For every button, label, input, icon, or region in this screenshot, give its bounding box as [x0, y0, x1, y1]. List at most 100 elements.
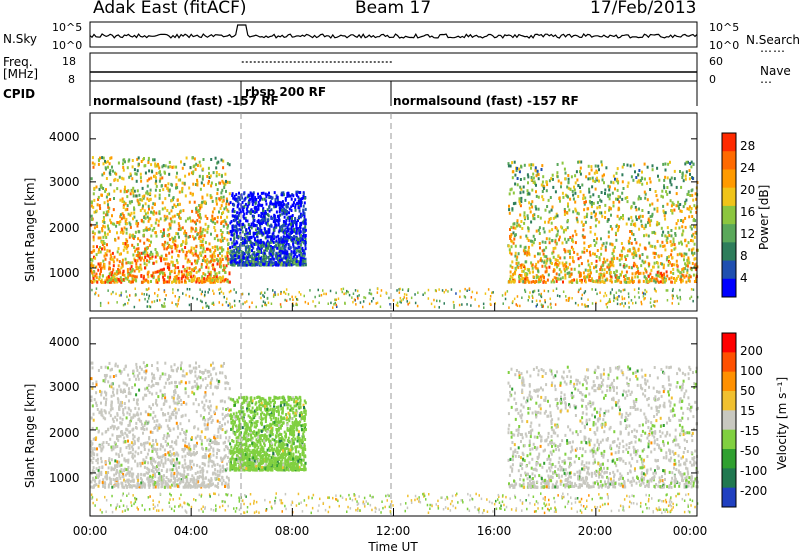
echo-cell	[535, 207, 538, 211]
ground-scatter-cell	[199, 299, 202, 303]
ground-scatter-cell	[148, 294, 150, 298]
echo-cell	[571, 238, 574, 242]
echo-cell	[627, 280, 630, 284]
echo-cell	[580, 262, 583, 266]
echo-cell	[112, 274, 115, 278]
echo-cell	[549, 257, 551, 261]
echo-cell	[564, 177, 567, 181]
echo-cell	[676, 263, 678, 267]
echo-cell	[233, 219, 236, 223]
echo-cell	[611, 243, 614, 247]
echo-cell	[211, 280, 214, 284]
echo-cell	[201, 234, 204, 238]
echo-cell	[129, 172, 132, 176]
echo-cell	[619, 273, 622, 277]
echo-cell	[193, 200, 196, 204]
echo-cell	[691, 251, 693, 255]
echo-cell	[528, 163, 531, 167]
echo-cell	[508, 192, 511, 196]
echo-cell	[608, 188, 611, 192]
echo-cell	[649, 203, 651, 207]
echo-cell	[544, 270, 547, 274]
ground-scatter-cell	[266, 296, 269, 300]
echo-cell	[228, 435, 231, 439]
echo-cell	[269, 258, 272, 262]
echo-cell	[117, 247, 120, 251]
ground-scatter-cell	[618, 295, 620, 298]
ground-scatter-cell	[519, 304, 521, 308]
echo-cell	[220, 458, 223, 462]
ground-scatter-cell	[532, 296, 534, 299]
echo-cell	[630, 175, 633, 179]
echo-cell	[163, 278, 166, 282]
echo-cell	[680, 254, 683, 258]
echo-cell	[569, 187, 572, 191]
echo-cell	[294, 220, 297, 224]
echo-cell	[201, 250, 204, 254]
echo-cell	[294, 203, 297, 207]
echo-cell	[527, 229, 530, 233]
echo-cell	[141, 186, 144, 190]
echo-cell	[291, 229, 294, 233]
echo-cell	[511, 161, 514, 165]
echo-cell	[102, 216, 105, 219]
ground-scatter-cell	[637, 291, 640, 294]
echo-cell	[222, 211, 225, 215]
echo-cell	[224, 220, 227, 224]
echo-cell	[213, 275, 216, 278]
echo-cell	[684, 216, 687, 220]
echo-cell	[162, 478, 165, 482]
echo-cell	[225, 222, 228, 226]
echo-cell	[157, 164, 160, 168]
echo-cell	[216, 247, 219, 251]
echo-cell	[228, 192, 231, 196]
echo-cell	[149, 197, 152, 201]
ground-scatter-cell	[274, 293, 277, 297]
ground-scatter-cell	[396, 289, 398, 292]
echo-cell	[242, 255, 245, 259]
echo-cell	[269, 263, 272, 267]
echo-cell	[298, 250, 301, 254]
echo-cell	[103, 218, 105, 222]
echo-cell	[248, 229, 251, 233]
echo-cell	[97, 250, 100, 254]
echo-cell	[125, 227, 128, 231]
echo-cell	[246, 256, 249, 260]
ground-scatter-cell	[357, 289, 359, 293]
echo-cell	[282, 220, 285, 223]
echo-cell	[175, 175, 178, 179]
echo-cell	[509, 270, 512, 274]
echo-cell	[278, 246, 281, 250]
ground-scatter-cell	[153, 300, 156, 303]
ground-scatter-cell	[147, 297, 150, 300]
ground-scatter-cell	[182, 292, 184, 295]
echo-cell	[519, 204, 522, 208]
echo-cell	[622, 187, 625, 190]
ground-scatter-cell	[638, 287, 640, 290]
echo-cell	[135, 254, 138, 257]
ground-scatter-cell	[95, 287, 98, 290]
echo-cell	[621, 180, 624, 184]
echo-cell	[201, 177, 204, 181]
echo-cell	[276, 246, 279, 250]
echo-cell	[152, 271, 155, 275]
echo-cell	[139, 209, 142, 212]
echo-cell	[297, 201, 300, 205]
echo-cell	[691, 239, 694, 243]
ground-scatter-cell	[613, 299, 615, 303]
echo-cell	[252, 257, 255, 261]
echo-cell	[130, 265, 133, 269]
echo-cell	[535, 266, 538, 270]
echo-cell	[601, 163, 603, 167]
echo-cell	[212, 252, 215, 256]
echo-cell	[119, 198, 122, 202]
echo-cell	[105, 253, 108, 257]
echo-cell	[658, 255, 660, 259]
power-echoes	[90, 156, 699, 310]
echo-cell	[159, 230, 162, 233]
echo-cell	[183, 273, 186, 277]
echo-cell	[634, 263, 637, 267]
echo-cell	[149, 192, 152, 196]
echo-cell	[555, 276, 558, 280]
echo-cell	[206, 193, 209, 197]
